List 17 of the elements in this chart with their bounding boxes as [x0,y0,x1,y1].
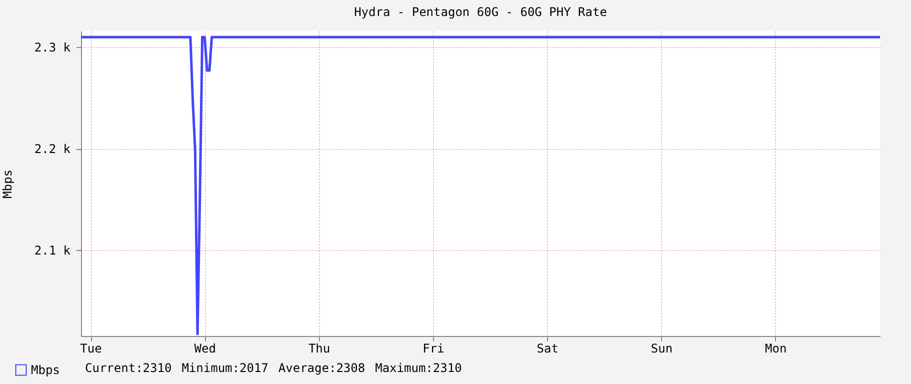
y-tick-label: 2.2 k [34,142,72,156]
x-tick-label: Sun [650,342,673,356]
x-tick-label: Tue [80,342,102,356]
x-tick-label: Mon [765,342,787,356]
x-tick-label: Fri [422,342,444,356]
text: Maximum:2310 [375,361,462,375]
y-tick-label: 2.1 k [34,243,72,258]
text: Average:2308 [278,361,366,375]
x-tick-label: Thu [308,342,330,356]
chart-title: Hydra - Pentagon 60G - 60G PHY Rate [354,5,607,19]
x-tick-label: Sat [536,342,558,356]
y-tick-label: 2.3 k [34,40,72,55]
y-axis-title: Mbps [0,170,14,198]
text: Current:2310 [85,361,172,375]
text: Minimum:2017 [182,361,268,375]
legend-label: Mbps [31,363,60,377]
x-tick-label: Wed [194,342,216,356]
